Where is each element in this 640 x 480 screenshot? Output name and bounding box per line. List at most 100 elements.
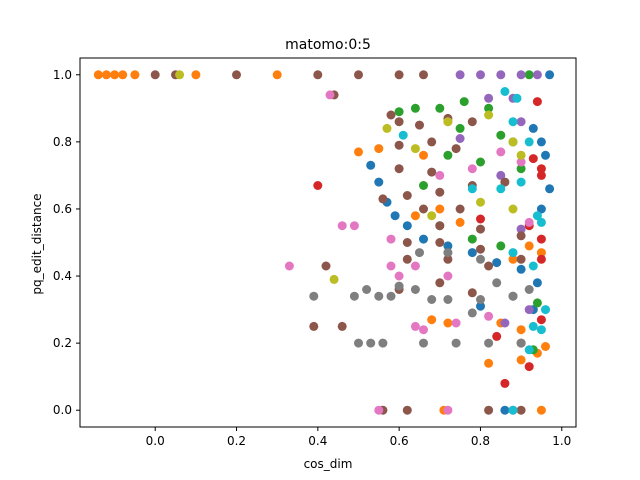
y-tick-label: 0.6 bbox=[53, 202, 72, 216]
series-8 bbox=[175, 70, 526, 284]
data-point bbox=[435, 204, 445, 214]
data-point bbox=[492, 278, 502, 288]
x-tick-label: 0.8 bbox=[471, 434, 490, 448]
data-point bbox=[386, 110, 396, 120]
data-point bbox=[309, 321, 319, 331]
data-point bbox=[476, 254, 485, 264]
data-point bbox=[386, 261, 396, 271]
data-point bbox=[532, 70, 542, 80]
data-point bbox=[455, 217, 465, 227]
data-point bbox=[435, 103, 445, 113]
data-point bbox=[378, 194, 388, 204]
data-point bbox=[451, 144, 461, 154]
data-point bbox=[516, 157, 526, 167]
data-point bbox=[536, 234, 546, 244]
data-point bbox=[378, 338, 388, 348]
data-point bbox=[476, 214, 485, 224]
data-point bbox=[516, 231, 526, 241]
data-point bbox=[419, 234, 428, 244]
data-point bbox=[467, 248, 477, 258]
data-point bbox=[101, 70, 111, 80]
data-point bbox=[150, 70, 160, 80]
series-0 bbox=[366, 70, 555, 415]
data-point bbox=[419, 70, 428, 80]
data-point bbox=[516, 355, 526, 365]
data-point bbox=[545, 70, 555, 80]
data-point bbox=[476, 295, 485, 304]
data-point bbox=[500, 405, 510, 415]
data-point bbox=[516, 264, 526, 274]
data-point bbox=[508, 137, 518, 147]
data-point bbox=[419, 181, 428, 190]
data-point bbox=[427, 295, 437, 304]
data-point bbox=[402, 238, 412, 247]
data-point bbox=[419, 204, 428, 214]
data-point bbox=[402, 221, 412, 231]
data-point bbox=[427, 137, 437, 147]
data-point bbox=[532, 97, 542, 107]
data-point bbox=[451, 338, 461, 348]
data-point bbox=[443, 248, 453, 258]
y-tick-label: 0.8 bbox=[53, 135, 72, 149]
data-point bbox=[455, 123, 465, 133]
data-point bbox=[349, 221, 359, 231]
data-point bbox=[492, 258, 502, 268]
data-point bbox=[536, 325, 546, 335]
data-point bbox=[443, 271, 453, 281]
data-point bbox=[394, 271, 404, 281]
data-point bbox=[309, 291, 319, 301]
data-point bbox=[484, 358, 494, 368]
data-point bbox=[500, 177, 510, 187]
series-7 bbox=[309, 248, 534, 348]
data-point bbox=[541, 342, 550, 351]
data-point bbox=[508, 204, 518, 214]
data-point bbox=[130, 70, 140, 80]
data-point bbox=[410, 261, 420, 271]
data-point bbox=[528, 321, 538, 331]
data-point bbox=[349, 291, 359, 301]
data-point bbox=[467, 184, 477, 194]
data-point bbox=[362, 285, 372, 294]
data-point bbox=[492, 331, 502, 341]
data-point bbox=[374, 291, 384, 301]
data-point bbox=[443, 405, 453, 415]
series-9 bbox=[398, 87, 550, 415]
data-point bbox=[524, 70, 534, 80]
data-point bbox=[354, 70, 363, 80]
data-point bbox=[536, 254, 546, 264]
data-point bbox=[337, 321, 347, 331]
data-point bbox=[516, 177, 526, 187]
data-point bbox=[325, 90, 335, 100]
data-point bbox=[476, 197, 485, 207]
data-point bbox=[459, 97, 469, 107]
data-point bbox=[528, 261, 538, 271]
data-point bbox=[528, 154, 538, 164]
data-point bbox=[419, 150, 428, 160]
data-point bbox=[532, 298, 542, 308]
data-point bbox=[455, 204, 465, 214]
data-point bbox=[321, 261, 331, 271]
data-point bbox=[524, 285, 534, 294]
data-point bbox=[484, 103, 494, 113]
data-point bbox=[536, 405, 546, 415]
data-point bbox=[508, 405, 518, 415]
data-point bbox=[484, 93, 494, 103]
data-point bbox=[366, 338, 376, 348]
data-point bbox=[110, 70, 120, 80]
y-tick-label: 0.4 bbox=[53, 269, 72, 283]
data-point bbox=[284, 261, 294, 271]
data-point bbox=[394, 140, 404, 150]
data-point bbox=[435, 170, 445, 180]
data-point bbox=[516, 117, 526, 127]
data-point bbox=[541, 150, 550, 160]
y-tick-label: 1.0 bbox=[53, 68, 72, 82]
x-axis-label: cos_dim bbox=[304, 457, 353, 471]
data-point bbox=[374, 144, 384, 154]
data-point bbox=[536, 170, 546, 180]
data-point bbox=[524, 362, 534, 372]
data-point bbox=[419, 325, 428, 335]
data-point bbox=[508, 248, 518, 258]
data-point bbox=[467, 308, 477, 318]
data-point bbox=[337, 221, 347, 231]
data-point bbox=[516, 325, 526, 335]
